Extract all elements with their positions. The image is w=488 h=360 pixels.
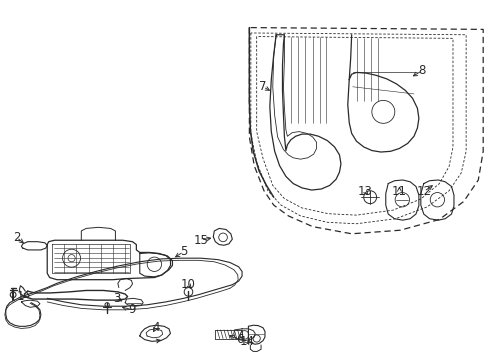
- Text: 2: 2: [13, 231, 20, 244]
- Text: 9: 9: [128, 303, 136, 316]
- Text: 1: 1: [17, 290, 24, 303]
- Text: 12: 12: [415, 185, 430, 198]
- Text: 8: 8: [418, 64, 425, 77]
- Text: 3: 3: [113, 292, 121, 305]
- Text: 7: 7: [259, 80, 266, 93]
- Text: 5: 5: [180, 245, 187, 258]
- Text: 10: 10: [181, 278, 196, 291]
- Text: 14: 14: [239, 335, 254, 348]
- Text: 15: 15: [193, 234, 208, 247]
- Text: 13: 13: [357, 185, 372, 198]
- Text: 6: 6: [235, 333, 243, 346]
- Text: 4: 4: [152, 321, 159, 334]
- Text: 11: 11: [391, 185, 406, 198]
